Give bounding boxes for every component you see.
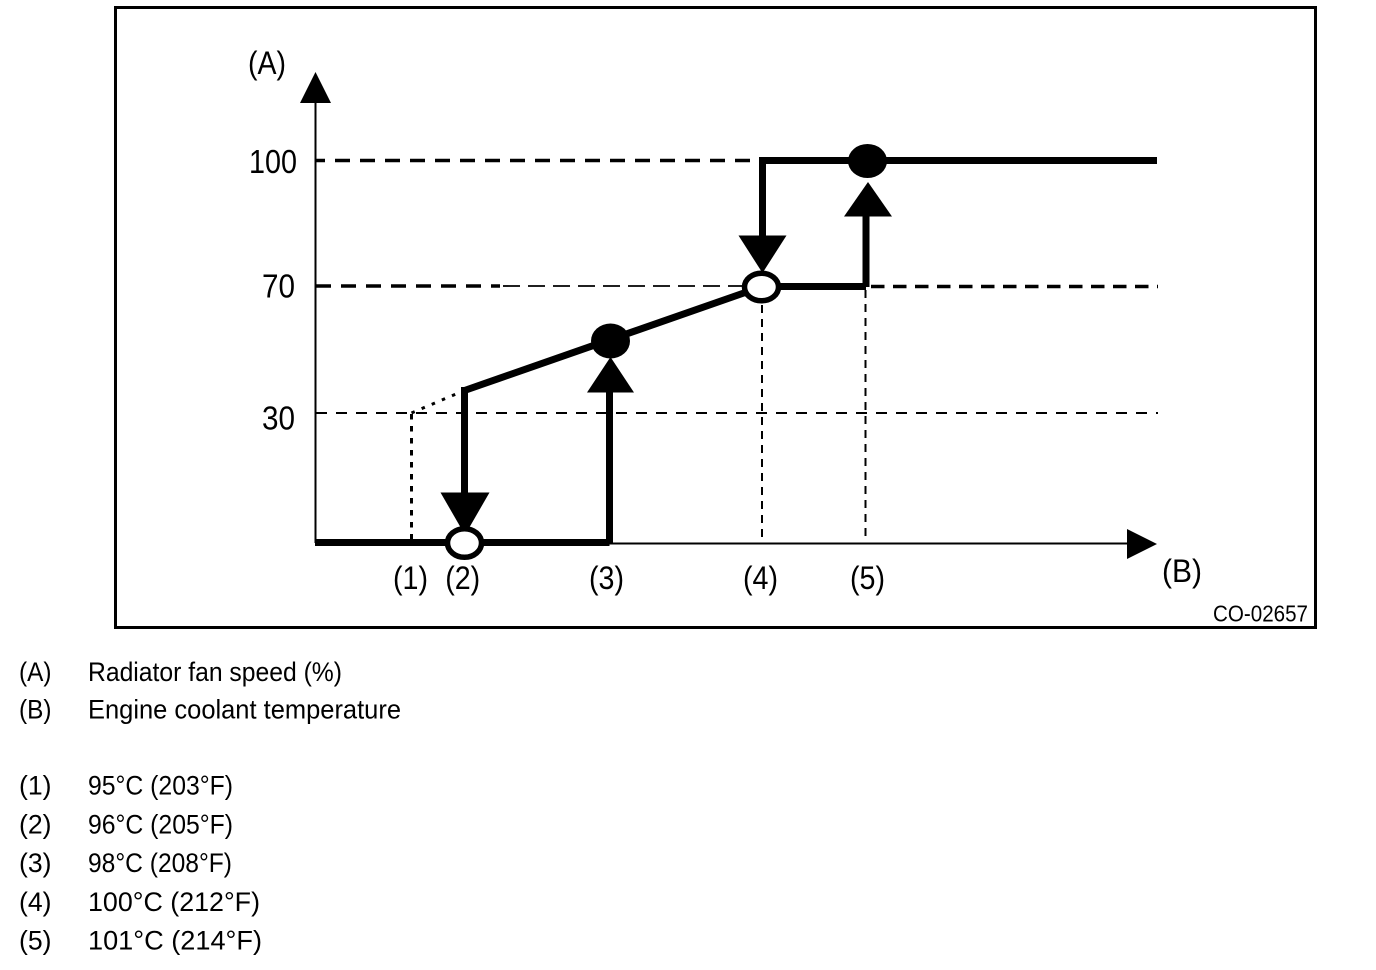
svg-text:Radiator fan speed (%): Radiator fan speed (%) xyxy=(88,657,342,687)
svg-text:(A): (A) xyxy=(19,657,52,687)
svg-text:(B): (B) xyxy=(19,695,52,725)
svg-text:100: 100 xyxy=(249,143,297,180)
svg-text:101°C (214°F): 101°C (214°F) xyxy=(88,926,262,956)
svg-text:30: 30 xyxy=(262,400,295,437)
svg-text:CO-02657: CO-02657 xyxy=(1213,601,1308,627)
svg-text:(1): (1) xyxy=(19,771,52,801)
svg-text:(2): (2) xyxy=(445,560,480,596)
svg-text:(2): (2) xyxy=(19,809,52,839)
svg-text:Engine coolant temperature: Engine coolant temperature xyxy=(88,695,401,725)
svg-text:(3): (3) xyxy=(19,848,52,878)
svg-text:(1): (1) xyxy=(393,560,428,596)
svg-text:95°C (203°F): 95°C (203°F) xyxy=(88,771,233,801)
svg-text:(4): (4) xyxy=(19,887,52,917)
svg-text:96°C (205°F): 96°C (205°F) xyxy=(88,809,233,839)
svg-text:(4): (4) xyxy=(743,560,778,596)
svg-text:(5): (5) xyxy=(19,926,52,956)
svg-text:(3): (3) xyxy=(589,560,624,596)
svg-text:(B): (B) xyxy=(1162,553,1202,589)
svg-text:70: 70 xyxy=(262,268,295,305)
svg-text:(5): (5) xyxy=(850,560,885,596)
svg-text:98°C (208°F): 98°C (208°F) xyxy=(88,848,232,878)
svg-text:100°C (212°F): 100°C (212°F) xyxy=(88,887,260,917)
svg-text:(A): (A) xyxy=(248,45,286,81)
